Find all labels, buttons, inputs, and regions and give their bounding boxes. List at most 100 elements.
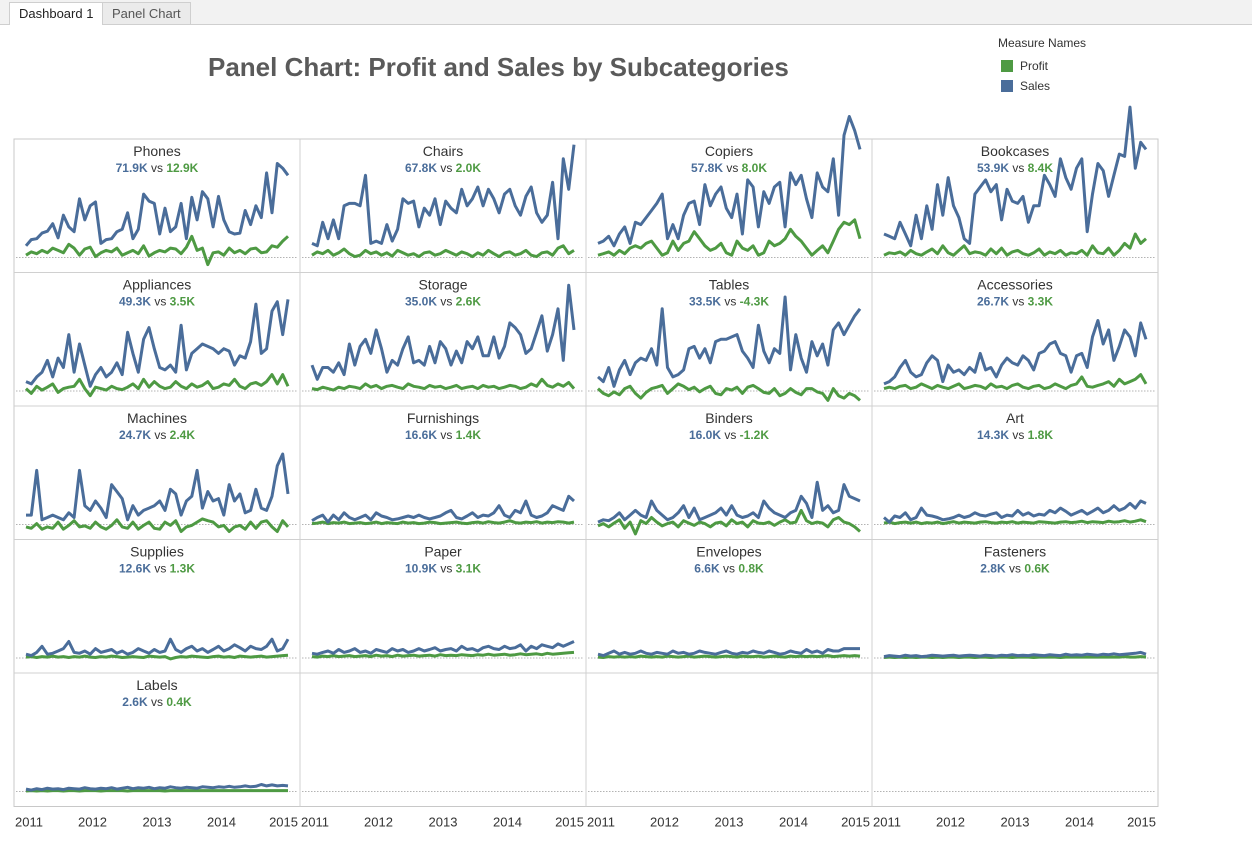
sales-line[interactable] <box>311 640 575 656</box>
sales-line[interactable] <box>883 650 1147 659</box>
profit-line[interactable] <box>311 650 575 659</box>
panel-title: Appliances <box>123 277 192 293</box>
sales-total: 16.6K <box>405 428 437 442</box>
profit-line[interactable] <box>597 218 862 257</box>
panel-kpi: 35.0K vs 2.6K <box>405 295 481 309</box>
profit-total: 1.3K <box>170 562 196 576</box>
x-tick-label: 2013 <box>143 815 172 830</box>
panel-bookcases: Bookcases 53.9K vs 8.4K <box>883 105 1148 257</box>
x-axis: 2011 2012 2013 2014 2015 2011 2012 2013 2014 2015… <box>15 815 1156 830</box>
x-tick-label: 2011 <box>587 815 615 830</box>
sales-line[interactable] <box>883 105 1148 248</box>
profit-total: 0.6K <box>1024 562 1050 576</box>
sales-line[interactable] <box>597 480 861 524</box>
sales-line[interactable] <box>311 144 576 248</box>
sales-line[interactable] <box>25 299 290 388</box>
legend: Measure Names Profit Sales <box>998 36 1086 96</box>
vs-label: vs <box>151 295 170 309</box>
sales-line[interactable] <box>311 494 575 524</box>
sales-total: 33.5K <box>689 295 721 309</box>
panel-kpi: 2.8K vs 0.6K <box>980 562 1050 576</box>
sales-line[interactable] <box>597 647 860 658</box>
sales-total: 26.7K <box>977 295 1009 309</box>
panel-kpi: 26.7K vs 3.3K <box>977 295 1053 309</box>
profit-total: 8.0K <box>742 161 768 175</box>
sales-total: 71.9K <box>116 161 148 175</box>
sales-total: 49.3K <box>119 295 151 309</box>
vs-label: vs <box>721 428 740 442</box>
sales-line[interactable] <box>883 319 1148 386</box>
panel-accessories: Accessories 26.7K vs 3.3K <box>883 277 1148 391</box>
legend-item-sales[interactable]: Sales <box>998 76 1086 96</box>
panel-storage: Storage 35.0K vs 2.6K <box>310 277 576 392</box>
sales-line[interactable] <box>25 637 290 658</box>
profit-line[interactable] <box>597 508 861 536</box>
sales-line[interactable] <box>26 452 290 522</box>
sales-line[interactable] <box>24 162 290 247</box>
panel-kpi: 12.6K vs 1.3K <box>119 562 195 576</box>
profit-line[interactable] <box>24 373 290 398</box>
panel-kpi: 14.3K vs 1.8K <box>977 428 1053 442</box>
vs-label: vs <box>720 562 739 576</box>
panel-title: Storage <box>418 277 467 293</box>
sales-total: 57.8K <box>691 161 723 175</box>
panel-kpi: 16.0K vs -1.2K <box>689 428 769 442</box>
legend-swatch-sales <box>1001 80 1013 92</box>
sales-line[interactable] <box>597 295 862 388</box>
legend-item-profit[interactable]: Profit <box>998 56 1086 76</box>
sales-total: 10.9K <box>405 562 437 576</box>
panel-title: Tables <box>709 277 749 293</box>
panel-title: Phones <box>133 143 180 159</box>
panel-title: Furnishings <box>407 410 479 426</box>
profit-total: 12.9K <box>166 161 198 175</box>
x-tick-label: 2013 <box>1001 815 1030 830</box>
vs-label: vs <box>723 161 742 175</box>
profit-line[interactable] <box>883 518 1147 526</box>
profit-line[interactable] <box>25 234 290 267</box>
panel-title: Supplies <box>130 544 184 560</box>
profit-line[interactable] <box>311 377 576 392</box>
panel-phones: Phones 71.9K vs 12.9K <box>24 143 290 267</box>
x-tick-label: 2011 <box>873 815 901 830</box>
profit-line[interactable] <box>311 244 575 259</box>
sales-total: 24.7K <box>119 428 151 442</box>
panel-machines: Machines 24.7K vs 2.4K <box>25 410 290 533</box>
legend-label-sales: Sales <box>1020 79 1051 93</box>
tab-panel-chart[interactable]: Panel Chart <box>102 2 191 24</box>
sales-total: 67.8K <box>405 161 437 175</box>
x-tick-label: 2012 <box>364 815 393 830</box>
profit-line[interactable] <box>596 382 861 402</box>
sales-line[interactable] <box>25 783 289 792</box>
panel-paper: Paper 10.9K vs 3.1K <box>311 544 575 659</box>
panel-kpi: 71.9K vs 12.9K <box>116 161 199 175</box>
profit-line[interactable] <box>25 653 289 661</box>
profit-total: 3.3K <box>1028 295 1054 309</box>
profit-total: 2.6K <box>456 295 482 309</box>
profit-total: 3.5K <box>170 295 196 309</box>
panel-chairs: Chairs 67.8K vs 2.0K <box>311 143 576 259</box>
panel-binders: Binders 16.0K vs -1.2K <box>597 410 861 536</box>
profit-total: 0.4K <box>166 695 192 709</box>
profit-line[interactable] <box>883 232 1147 257</box>
profit-line[interactable] <box>311 519 575 526</box>
panel-supplies: Supplies 12.6K vs 1.3K <box>25 544 290 661</box>
profit-line[interactable] <box>597 654 861 659</box>
sales-total: 2.6K <box>122 695 148 709</box>
vs-label: vs <box>148 695 167 709</box>
x-tick-label: 2015 <box>841 815 870 830</box>
vs-label: vs <box>148 161 167 175</box>
panel-title: Labels <box>136 677 177 693</box>
vs-label: vs <box>1009 161 1028 175</box>
profit-line[interactable] <box>883 373 1148 391</box>
x-tick-label: 2013 <box>429 815 458 830</box>
sales-line[interactable] <box>597 115 862 248</box>
x-tick-label: 2015 <box>1127 815 1156 830</box>
profit-line[interactable] <box>25 517 290 533</box>
sales-total: 6.6K <box>694 562 720 576</box>
x-tick-label: 2012 <box>650 815 679 830</box>
sales-line[interactable] <box>883 499 1147 524</box>
panel-art: Art 14.3K vs 1.8K <box>883 410 1147 526</box>
sales-line[interactable] <box>310 283 576 381</box>
vs-label: vs <box>437 161 456 175</box>
